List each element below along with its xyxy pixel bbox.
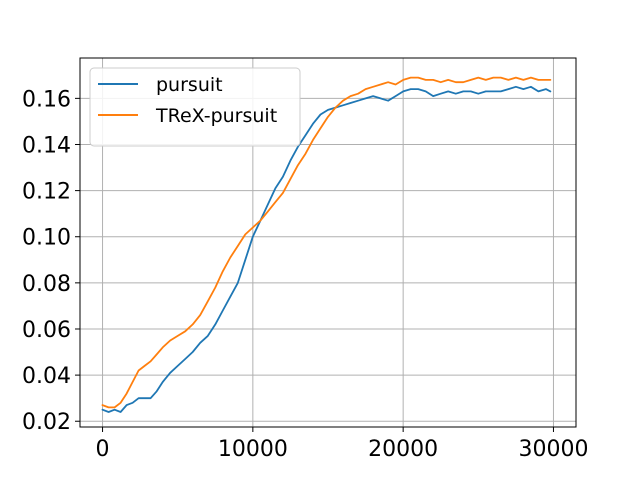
x-axis: 0 10000 20000 30000 [96,427,588,462]
y-tick-label: 0.02 [22,410,71,435]
y-tick-label: 0.06 [22,318,71,343]
series-group [101,76,552,413]
legend-label: TReX-pursuit [155,105,277,127]
x-tick-label: 0 [96,437,110,462]
grid [80,58,576,427]
y-tick-label: 0.08 [22,272,71,297]
series-line-pursuit [101,85,552,413]
x-tick-label: 20000 [368,437,438,462]
y-tick-label: 0.14 [22,133,71,158]
y-tick-label: 0.12 [22,180,71,205]
y-axis: 0.02 0.04 0.06 0.08 0.10 0.12 0.14 0.16 [22,87,80,435]
legend-box [89,67,301,147]
x-tick-label: 30000 [518,437,588,462]
series-line-trex-pursuit [101,76,552,409]
plot-area-frame [79,57,577,428]
y-tick-label: 0.04 [22,364,71,389]
legend-label: pursuit [156,74,223,96]
y-tick-label: 0.16 [22,87,71,112]
y-tick-label: 0.10 [22,226,71,251]
legend: pursuit TReX-pursuit [89,67,301,147]
x-tick-label: 10000 [218,437,288,462]
